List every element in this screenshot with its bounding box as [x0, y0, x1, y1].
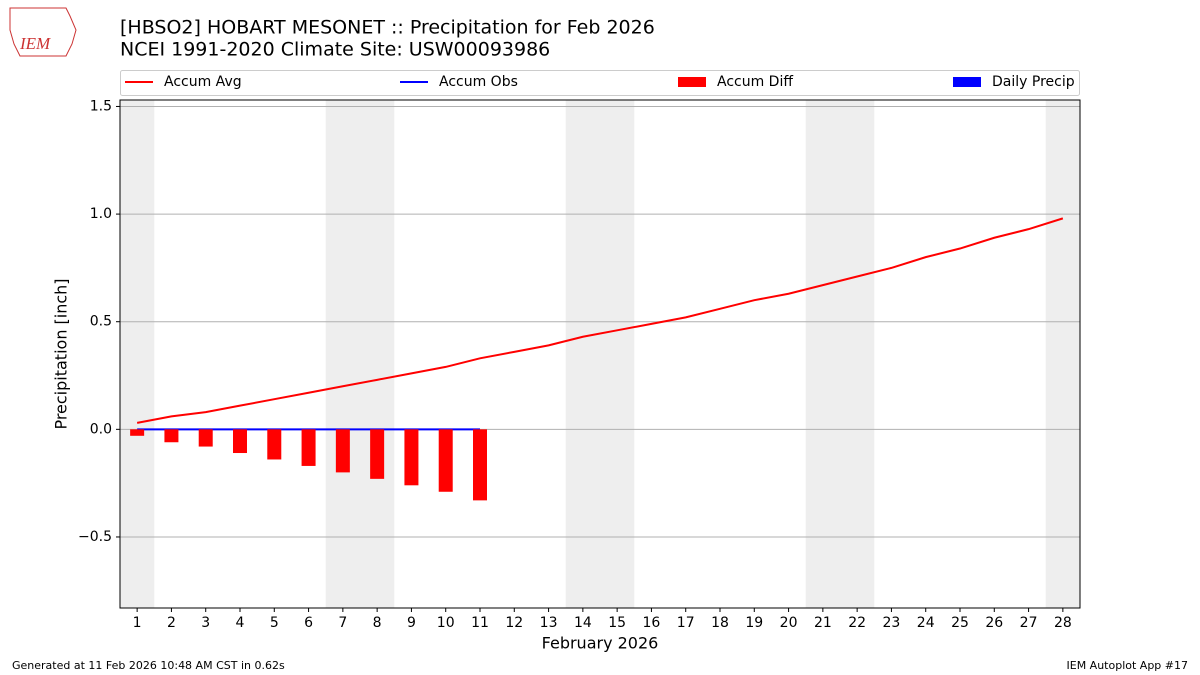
- shaded-day: [600, 100, 635, 608]
- x-axis-label: February 2026: [542, 634, 659, 653]
- legend-label: Accum Diff: [717, 74, 793, 90]
- x-tick-label: 1: [133, 615, 142, 631]
- logo-text: IEM: [19, 34, 51, 53]
- x-tick-label: 17: [677, 615, 695, 631]
- x-tick-label: 23: [883, 615, 901, 631]
- legend-swatch: [678, 77, 706, 87]
- legend-swatch: [953, 77, 981, 87]
- bar: [473, 429, 487, 501]
- y-tick-label: 0.5: [90, 314, 112, 330]
- line: [136, 217, 1064, 424]
- bar: [335, 429, 350, 473]
- footer-left: Generated at 11 Feb 2026 10:48 AM CST in…: [12, 659, 285, 672]
- x-tick-label: 18: [711, 615, 729, 631]
- x-tick-label: 16: [643, 615, 661, 631]
- legend-label: Daily Precip: [992, 74, 1075, 90]
- bar: [404, 429, 419, 486]
- bar: [267, 429, 282, 460]
- legend-label: Accum Obs: [439, 74, 518, 90]
- y-tick-label: 1.0: [90, 206, 112, 222]
- shaded-day: [805, 100, 840, 608]
- bar: [164, 429, 179, 443]
- x-tick-label: 22: [848, 615, 866, 631]
- legend-label: Accum Avg: [164, 74, 242, 90]
- shaded-day: [120, 100, 155, 608]
- chart-subtitle: NCEI 1991-2020 Climate Site: USW00093986: [120, 39, 550, 61]
- chart-title: [HBSO2] HOBART MESONET :: Precipitation …: [120, 17, 655, 39]
- x-tick-label: 19: [745, 615, 763, 631]
- x-tick-label: 25: [951, 615, 969, 631]
- shaded-day: [840, 100, 875, 608]
- x-tick-label: 27: [1020, 615, 1038, 631]
- x-tick-label: 13: [540, 615, 558, 631]
- y-tick-label: 0.0: [90, 421, 112, 437]
- shaded-day: [360, 100, 395, 608]
- x-tick-label: 26: [985, 615, 1003, 631]
- x-tick-label: 5: [270, 615, 279, 631]
- y-tick-label: 1.5: [90, 98, 112, 114]
- x-tick-label: 11: [471, 615, 489, 631]
- shaded-day: [325, 100, 360, 608]
- x-tick-label: 6: [304, 615, 313, 631]
- footer-right: IEM Autoplot App #17: [1067, 659, 1189, 672]
- x-tick-label: 12: [505, 615, 523, 631]
- x-tick-label: 20: [780, 615, 798, 631]
- x-tick-label: 28: [1054, 615, 1072, 631]
- shaded-day: [565, 100, 600, 608]
- y-axis-label: Precipitation [inch]: [52, 278, 71, 429]
- x-tick-label: 8: [373, 615, 382, 631]
- x-tick-label: 7: [338, 615, 347, 631]
- bar: [438, 429, 453, 492]
- bar: [233, 429, 247, 454]
- bar: [370, 429, 385, 479]
- shaded-day: [1045, 100, 1080, 608]
- x-tick-label: 4: [236, 615, 245, 631]
- bar: [198, 429, 213, 447]
- bar: [301, 429, 316, 466]
- x-tick-label: 9: [407, 615, 416, 631]
- x-tick-label: 21: [814, 615, 832, 631]
- logo: IEM: [9, 7, 77, 57]
- x-tick-label: 14: [574, 615, 592, 631]
- x-tick-label: 3: [201, 615, 210, 631]
- logo-shape: [9, 7, 77, 57]
- x-tick-label: 10: [437, 615, 455, 631]
- x-tick-label: 2: [167, 615, 176, 631]
- x-tick-label: 24: [917, 615, 935, 631]
- legend-box: [120, 70, 1080, 96]
- plot-frame: [119, 99, 1081, 609]
- x-tick-label: 15: [608, 615, 626, 631]
- y-tick-label: −0.5: [78, 529, 112, 545]
- bar: [130, 429, 145, 436]
